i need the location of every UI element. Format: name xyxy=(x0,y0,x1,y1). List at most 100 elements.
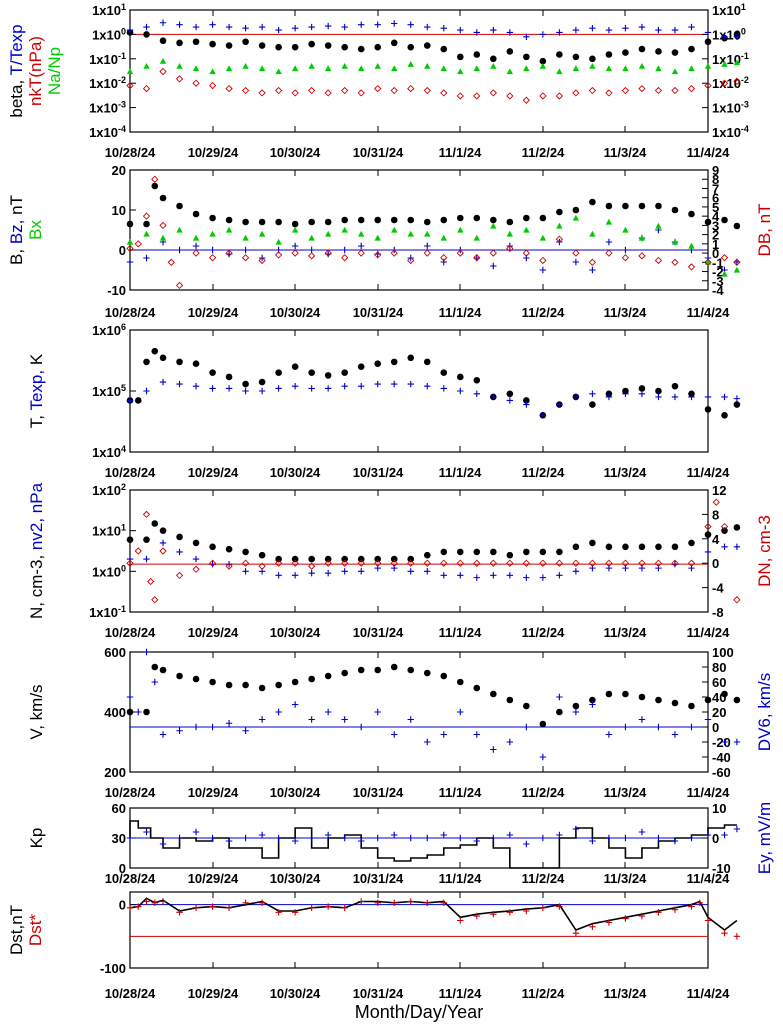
data-point xyxy=(556,51,563,58)
data-point xyxy=(390,559,398,567)
series-Dst* xyxy=(126,898,741,940)
x-tick-label: 11/3/24 xyxy=(604,625,647,640)
x-tick-label: 10/29/24 xyxy=(188,625,239,640)
data-point xyxy=(506,92,514,100)
panel-plasma-beta: 10/28/24 10/29/24 10/30/24 10/31/24 11/1/24 1… xyxy=(7,2,749,160)
data-point xyxy=(423,551,431,559)
data-point xyxy=(391,899,398,906)
data-point xyxy=(258,378,266,386)
data-point xyxy=(589,230,596,237)
data-point xyxy=(341,716,348,723)
data-point xyxy=(357,363,365,371)
data-point xyxy=(391,65,398,72)
y2-tick-label: 4 xyxy=(712,209,720,224)
x-tick-label: 11/2/24 xyxy=(522,871,565,886)
data-point xyxy=(159,547,167,555)
data-point xyxy=(473,731,480,738)
data-point xyxy=(126,68,134,75)
data-point xyxy=(539,548,547,556)
data-point xyxy=(407,84,415,93)
data-point xyxy=(671,26,679,34)
data-point xyxy=(556,29,563,36)
data-point xyxy=(192,23,200,31)
data-point xyxy=(539,834,547,842)
x-tick-label: 11/4/24 xyxy=(687,305,730,320)
y-tick-label: 1x105 xyxy=(92,383,126,399)
x-tick-label: 10/30/24 xyxy=(270,785,321,800)
data-point xyxy=(671,906,679,913)
data-point xyxy=(440,65,447,72)
data-point xyxy=(225,226,233,233)
data-point xyxy=(374,21,381,28)
data-point xyxy=(456,53,464,61)
y2-tick-label: 1x101 xyxy=(712,2,746,18)
series-Bx xyxy=(126,214,741,277)
data-point xyxy=(258,42,266,49)
data-point xyxy=(126,244,134,253)
data-point xyxy=(589,696,596,704)
data-point xyxy=(589,923,596,931)
data-point xyxy=(241,559,250,567)
data-point xyxy=(225,65,233,72)
data-point xyxy=(147,577,155,586)
data-point xyxy=(605,690,613,698)
y-tick-label: 1x101 xyxy=(92,523,126,539)
data-point xyxy=(733,696,741,704)
x-tick-label: 10/31/24 xyxy=(353,785,404,800)
y-tick-label: 60 xyxy=(112,801,126,816)
x-tick-label: 11/4/24 xyxy=(687,986,730,1001)
data-point xyxy=(523,65,530,72)
data-point xyxy=(208,81,217,90)
data-point xyxy=(440,45,448,53)
data-point xyxy=(523,723,530,731)
data-point xyxy=(440,899,447,906)
data-point xyxy=(341,226,348,233)
data-point xyxy=(208,254,217,262)
data-point xyxy=(176,834,183,842)
data-point xyxy=(151,347,159,355)
data-point xyxy=(151,663,159,671)
data-point xyxy=(622,65,629,72)
data-point xyxy=(407,354,415,362)
data-point xyxy=(490,746,497,753)
data-point xyxy=(291,837,299,845)
data-point xyxy=(324,65,332,72)
data-point xyxy=(688,23,695,31)
data-point xyxy=(704,831,712,839)
panel-magnetic-field: 10/28/24 10/29/24 10/30/24 10/31/24 11/1/24 1… xyxy=(7,163,774,320)
data-point xyxy=(341,904,348,912)
series-N xyxy=(126,520,741,563)
data-point xyxy=(159,731,167,738)
data-point xyxy=(143,536,150,543)
y-tick-label: 30 xyxy=(112,831,126,846)
data-point xyxy=(391,831,398,839)
data-point xyxy=(424,834,431,842)
series-T/Texp xyxy=(126,19,741,40)
data-point xyxy=(291,242,299,250)
data-point xyxy=(258,684,266,692)
data-point xyxy=(440,254,448,262)
data-point xyxy=(589,55,596,63)
data-point xyxy=(357,45,365,53)
data-point xyxy=(440,385,447,392)
data-point xyxy=(490,262,497,270)
data-point xyxy=(704,81,712,90)
data-point xyxy=(733,933,741,940)
data-point xyxy=(704,548,712,556)
data-point xyxy=(258,23,266,31)
data-point xyxy=(712,498,720,506)
data-point xyxy=(192,539,200,547)
data-point xyxy=(274,251,283,259)
y-tick-label: -100 xyxy=(100,961,126,976)
data-point xyxy=(687,263,696,271)
data-point xyxy=(424,230,431,237)
y2-tick-label: 3 xyxy=(712,218,719,233)
data-point xyxy=(456,373,464,381)
data-point xyxy=(324,903,332,910)
series-DB xyxy=(126,175,741,290)
y-axis-label: Dst* xyxy=(26,914,45,947)
data-point xyxy=(126,258,134,266)
data-point xyxy=(258,562,266,570)
data-point xyxy=(556,693,563,701)
data-point xyxy=(275,909,282,916)
